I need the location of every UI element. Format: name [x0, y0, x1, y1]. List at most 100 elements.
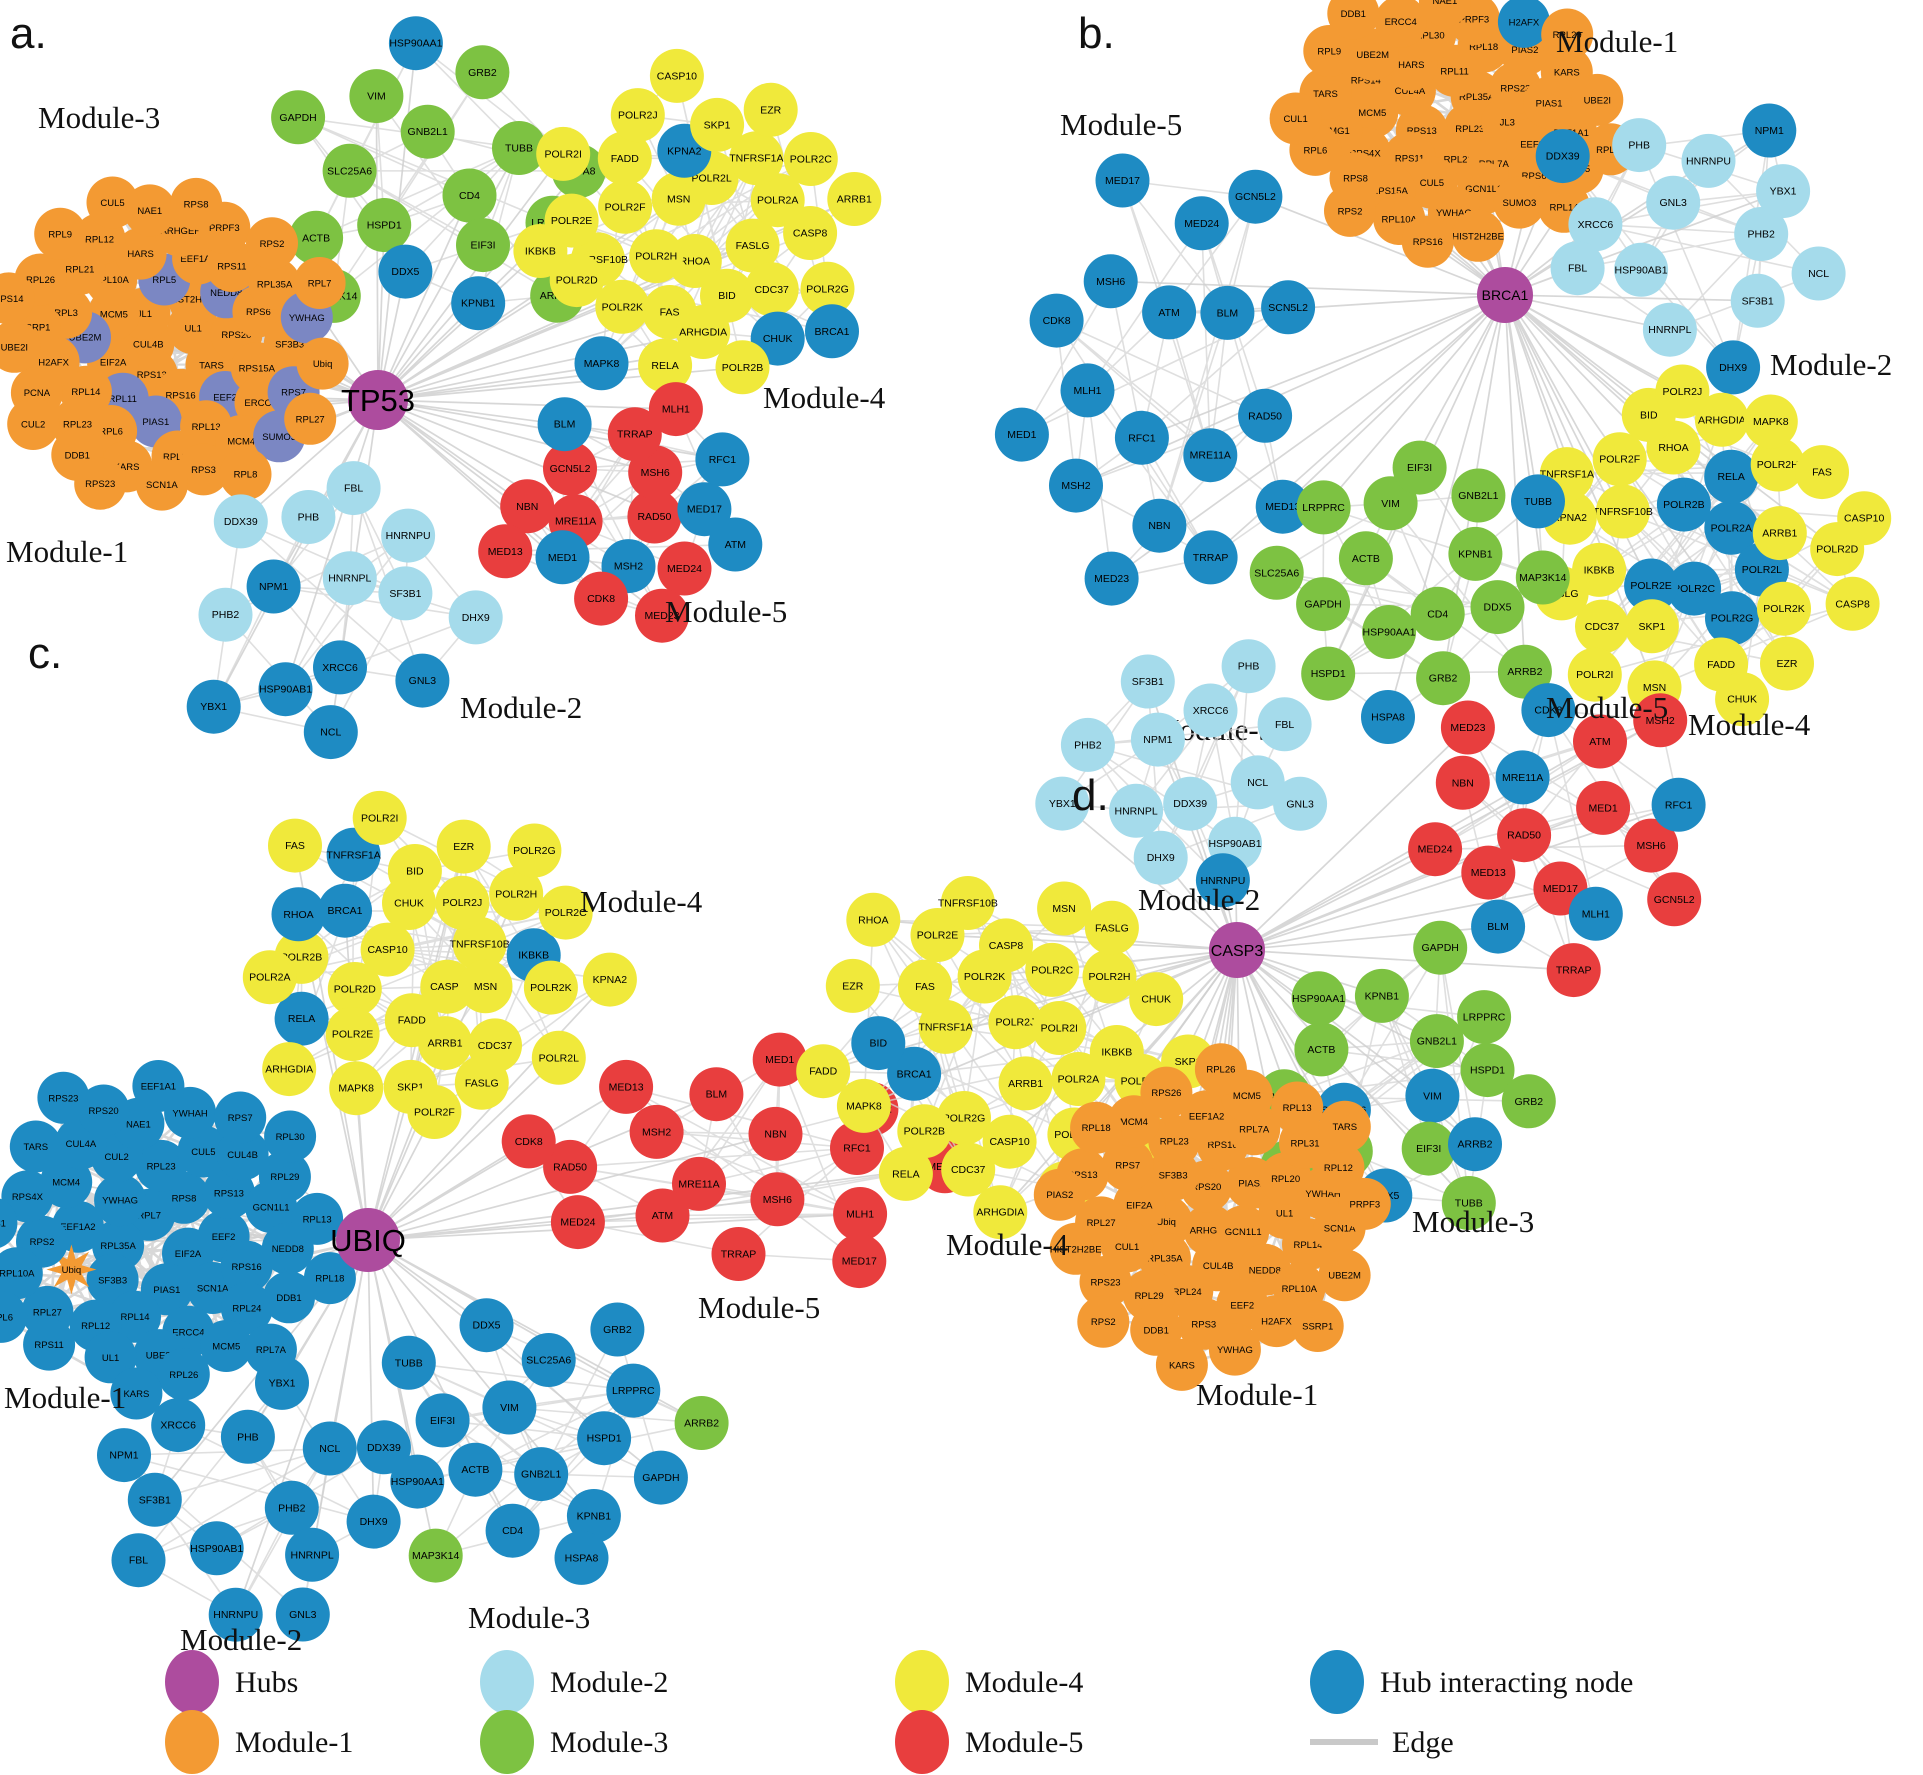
node-RPS4X[interactable] [1, 1170, 54, 1223]
node-TNFRSF1A[interactable] [918, 999, 973, 1054]
node-IKBKB[interactable] [513, 224, 568, 278]
node-MLH1[interactable] [833, 1187, 888, 1241]
node-MED1[interactable] [994, 407, 1049, 462]
node-DDX39[interactable] [1535, 129, 1590, 184]
node-NPM1[interactable] [1742, 103, 1797, 158]
node-POLR2C[interactable] [1025, 942, 1080, 997]
node-POLR2F[interactable] [407, 1085, 462, 1139]
node-LRPPRC[interactable] [1457, 990, 1512, 1045]
node-FADD[interactable] [597, 131, 652, 186]
node-VIM[interactable] [349, 69, 404, 124]
node-POLR2I[interactable] [536, 126, 591, 181]
node-BRCA1[interactable] [805, 304, 859, 359]
node-MRE11A[interactable] [1495, 750, 1550, 805]
node-RAD50[interactable] [627, 489, 682, 544]
node-DDX39[interactable] [1163, 776, 1218, 831]
node-HNRNPL[interactable] [322, 551, 377, 606]
node-CD4[interactable] [1410, 586, 1465, 641]
node-ARRB2[interactable] [1448, 1117, 1502, 1172]
node-FASLG[interactable] [454, 1055, 509, 1110]
hub-node-BRCA1[interactable] [1477, 267, 1533, 323]
node-RPL14[interactable] [109, 1290, 161, 1343]
node-RPL9[interactable] [34, 207, 87, 260]
node-MAPK8[interactable] [574, 336, 629, 391]
node-POLR2C[interactable] [1667, 561, 1722, 616]
node-CASP8[interactable] [783, 206, 838, 260]
node-HNRNPL[interactable] [1642, 302, 1697, 357]
node-HSPD1[interactable] [577, 1411, 632, 1466]
node-RPL8[interactable] [219, 448, 272, 501]
node-RPS14[interactable] [0, 272, 35, 325]
node-TARS[interactable] [1318, 1100, 1371, 1153]
node-UL1[interactable] [84, 1331, 137, 1384]
node-LRPPRC[interactable] [606, 1363, 661, 1418]
node-CUL2[interactable] [7, 398, 60, 450]
node-TRRAP[interactable] [1183, 530, 1238, 585]
node-EIF3I[interactable] [456, 218, 510, 273]
node-SF3B1[interactable] [378, 566, 433, 621]
node-XRCC6[interactable] [1183, 683, 1238, 738]
node-POLR2E[interactable] [1624, 558, 1679, 613]
node-NCL[interactable] [1230, 755, 1285, 810]
node-HSP90AB1[interactable] [258, 662, 313, 717]
node-RPL10A[interactable] [0, 1247, 43, 1300]
node-GRB2[interactable] [590, 1302, 645, 1357]
node-PIAS2[interactable] [1033, 1168, 1086, 1221]
node-GRB2[interactable] [455, 45, 510, 100]
node-DDX39[interactable] [213, 494, 268, 549]
node-HNRNPU[interactable] [1195, 853, 1250, 908]
node-YBX1[interactable] [186, 679, 241, 734]
node-GAPDH[interactable] [1413, 920, 1468, 975]
node-POLR2I[interactable] [1032, 1001, 1087, 1055]
node-BLM[interactable] [537, 397, 592, 452]
node-XRCC6[interactable] [1568, 197, 1623, 252]
node-POLR2G[interactable] [800, 261, 855, 316]
node-VIM[interactable] [1405, 1068, 1460, 1123]
node-RPL7[interactable] [293, 257, 346, 309]
node-GAPDH[interactable] [271, 90, 326, 145]
node-GRB2[interactable] [1416, 651, 1471, 706]
node-CHUK[interactable] [1129, 972, 1184, 1027]
node-PHB2[interactable] [198, 587, 253, 642]
node-UBE2I[interactable] [1571, 73, 1624, 126]
node-MRE11A[interactable] [1183, 428, 1238, 483]
node-VIM[interactable] [482, 1380, 537, 1435]
node-POLR2A[interactable] [242, 950, 297, 1005]
node-EZR[interactable] [825, 958, 880, 1013]
node-SSRP1[interactable] [1291, 1300, 1344, 1352]
node-RELA[interactable] [878, 1146, 933, 1201]
node-DHX9[interactable] [1706, 340, 1761, 395]
node-GNL3[interactable] [275, 1587, 330, 1642]
node-NBN[interactable] [1132, 498, 1187, 553]
node-FAS[interactable] [1795, 445, 1849, 500]
node-TRRAP[interactable] [1546, 943, 1601, 998]
node-FBL[interactable] [326, 461, 381, 516]
node-SCN5L2[interactable] [1261, 280, 1316, 335]
node-RPL26[interactable] [157, 1348, 210, 1401]
node-POLR2F[interactable] [1592, 432, 1647, 487]
node-ERCC4[interactable] [1374, 0, 1427, 48]
node-MAPK8[interactable] [329, 1061, 384, 1116]
node-RFC1[interactable] [1651, 777, 1706, 832]
node-BRCA1[interactable] [318, 883, 372, 938]
node-POLR2J[interactable] [988, 995, 1043, 1050]
node-ATM[interactable] [1573, 714, 1627, 769]
node-TNFRSF10B[interactable] [940, 876, 995, 930]
node-CASP10[interactable] [982, 1114, 1037, 1169]
node-ARHGDIA[interactable] [676, 305, 731, 359]
node-PHB[interactable] [220, 1409, 275, 1464]
node-CASP10[interactable] [360, 922, 415, 977]
node-HSPD1[interactable] [1460, 1043, 1515, 1098]
node-MLH1[interactable] [648, 382, 703, 437]
node-ATM[interactable] [708, 517, 763, 572]
node-UBE2I[interactable] [0, 320, 41, 373]
node-CUL5[interactable] [86, 176, 139, 229]
node-KPNB1[interactable] [1354, 968, 1409, 1023]
node-NPM1[interactable] [1130, 712, 1185, 767]
node-DHX9[interactable] [448, 590, 503, 645]
node-RPL31[interactable] [0, 1197, 18, 1249]
node-HSP90AA1[interactable] [388, 16, 443, 71]
node-MED1[interactable] [535, 530, 590, 585]
node-NCL[interactable] [302, 1421, 357, 1476]
node-RPL12[interactable] [1312, 1141, 1365, 1194]
